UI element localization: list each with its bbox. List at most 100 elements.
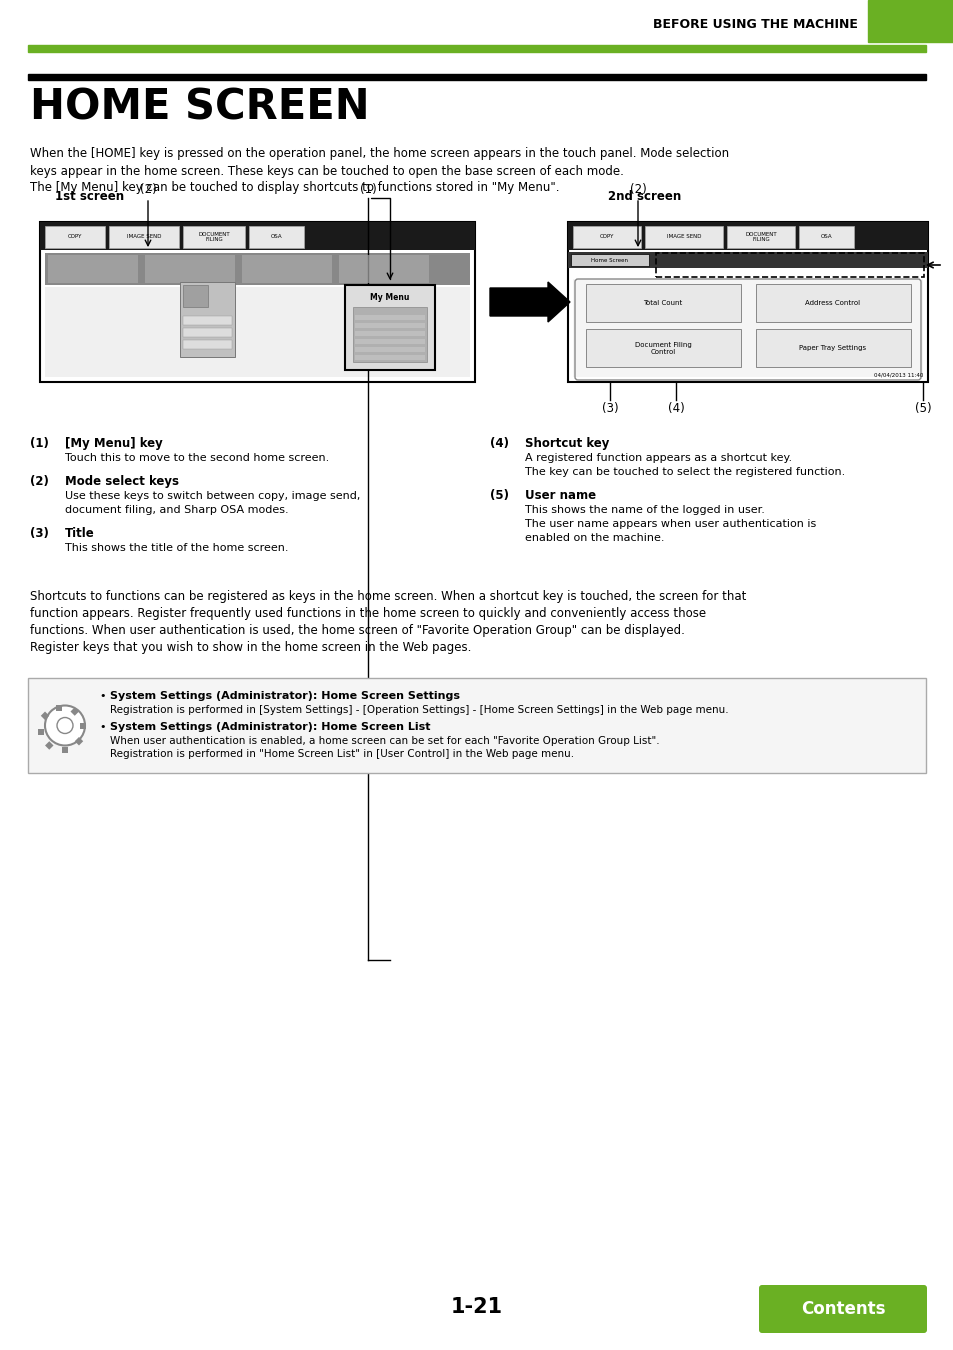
Text: •: • <box>100 722 110 732</box>
Text: The user name appears when user authentication is: The user name appears when user authenti… <box>524 518 816 529</box>
Text: (5): (5) <box>914 402 930 414</box>
Text: Home Screen: Home Screen <box>591 258 628 262</box>
Text: The [My Menu] key can be touched to display shortcuts to functions stored in "My: The [My Menu] key can be touched to disp… <box>30 181 558 194</box>
Bar <box>573 225 640 248</box>
Text: When the [HOME] key is pressed on the operation panel, the home screen appears i: When the [HOME] key is pressed on the op… <box>30 147 728 161</box>
Bar <box>355 323 424 328</box>
Text: Shortcut key: Shortcut key <box>524 437 609 450</box>
Bar <box>48 255 138 284</box>
Text: Title: Title <box>65 526 94 540</box>
Bar <box>726 225 794 248</box>
Text: [My Menu] key: [My Menu] key <box>65 437 163 450</box>
Text: Registration is performed in "Home Screen List" in [User Control] in the Web pag: Registration is performed in "Home Scree… <box>110 749 574 759</box>
Bar <box>109 225 179 248</box>
Text: (4): (4) <box>667 402 683 414</box>
FancyBboxPatch shape <box>759 1285 926 1332</box>
Bar <box>183 316 232 325</box>
Text: DOCUMENT
FILING: DOCUMENT FILING <box>744 232 776 243</box>
Text: System Settings (Administrator): Home Screen List: System Settings (Administrator): Home Sc… <box>110 722 430 732</box>
Bar <box>183 225 245 248</box>
Text: Document Filing
Control: Document Filing Control <box>634 342 691 355</box>
Text: COPY: COPY <box>599 235 614 239</box>
Text: This shows the name of the logged in user.: This shows the name of the logged in use… <box>524 505 764 514</box>
Bar <box>40 221 475 250</box>
Text: 2nd screen: 2nd screen <box>607 190 680 204</box>
Text: COPY: COPY <box>68 235 82 239</box>
Bar <box>867 0 953 42</box>
Text: HOME SCREEN: HOME SCREEN <box>30 86 369 130</box>
Bar <box>567 221 927 250</box>
Bar <box>41 711 50 720</box>
Bar <box>585 329 740 367</box>
Bar <box>567 252 927 269</box>
Bar <box>755 329 910 367</box>
Text: Registration is performed in [System Settings] - [Operation Settings] - [Home Sc: Registration is performed in [System Set… <box>110 705 728 716</box>
Bar <box>28 74 925 80</box>
Bar <box>80 722 86 729</box>
Bar <box>644 225 722 248</box>
Text: When user authentication is enabled, a home screen can be set for each "Favorite: When user authentication is enabled, a h… <box>110 736 659 747</box>
Text: Paper Tray Settings: Paper Tray Settings <box>799 346 865 351</box>
Text: document filing, and Sharp OSA modes.: document filing, and Sharp OSA modes. <box>65 505 289 514</box>
Bar <box>62 747 68 752</box>
Bar <box>345 285 435 370</box>
Text: User name: User name <box>524 489 596 502</box>
Text: The key can be touched to select the registered function.: The key can be touched to select the reg… <box>524 467 844 477</box>
Text: 1st screen: 1st screen <box>55 190 124 204</box>
Bar <box>71 707 79 716</box>
Bar <box>45 288 470 377</box>
Bar <box>28 678 925 774</box>
Text: Mode select keys: Mode select keys <box>65 475 179 487</box>
Text: System Settings (Administrator): Home Screen Settings: System Settings (Administrator): Home Sc… <box>110 691 459 701</box>
Text: Shortcuts to functions can be registered as keys in the home screen. When a shor: Shortcuts to functions can be registered… <box>30 590 745 603</box>
Bar <box>183 340 232 350</box>
Text: Total Count: Total Count <box>642 300 682 306</box>
Text: (1): (1) <box>359 184 376 197</box>
Text: A registered function appears as a shortcut key.: A registered function appears as a short… <box>524 454 791 463</box>
Bar <box>573 279 923 377</box>
Text: Register keys that you wish to show in the home screen in the Web pages.: Register keys that you wish to show in t… <box>30 641 471 653</box>
Text: Touch this to move to the second home screen.: Touch this to move to the second home sc… <box>65 454 329 463</box>
Text: DOCUMENT
FILING: DOCUMENT FILING <box>198 232 230 243</box>
Text: OSA: OSA <box>271 235 282 239</box>
Text: (2): (2) <box>139 184 156 197</box>
Text: My Menu: My Menu <box>370 293 409 301</box>
Bar <box>755 284 910 323</box>
Bar <box>40 221 475 382</box>
Bar <box>585 284 740 323</box>
Text: •: • <box>100 691 110 701</box>
Bar <box>355 347 424 352</box>
Text: IMAGE SEND: IMAGE SEND <box>127 235 161 239</box>
Bar <box>145 255 234 284</box>
Bar <box>656 252 923 277</box>
Bar <box>355 315 424 320</box>
Bar <box>567 221 927 382</box>
FancyArrow shape <box>490 282 569 323</box>
Bar <box>45 252 470 285</box>
Text: (2): (2) <box>30 475 49 487</box>
Text: Address Control: Address Control <box>804 300 860 306</box>
Bar <box>242 255 332 284</box>
Text: enabled on the machine.: enabled on the machine. <box>524 533 664 543</box>
Bar <box>183 285 208 306</box>
Bar <box>74 737 83 745</box>
Bar <box>355 331 424 336</box>
Text: functions. When user authentication is used, the home screen of "Favorite Operat: functions. When user authentication is u… <box>30 624 684 637</box>
Bar <box>45 225 105 248</box>
Bar <box>38 729 44 734</box>
Bar <box>28 45 925 53</box>
Text: OSA: OSA <box>820 235 831 239</box>
Bar <box>338 255 429 284</box>
Text: (3): (3) <box>30 526 49 540</box>
Bar <box>249 225 304 248</box>
Bar <box>180 282 234 356</box>
Text: Contents: Contents <box>800 1300 884 1318</box>
Circle shape <box>45 706 85 745</box>
Bar <box>355 355 424 360</box>
Text: 04/04/2013 11:40: 04/04/2013 11:40 <box>873 373 923 378</box>
Bar <box>353 306 427 362</box>
Circle shape <box>57 717 73 733</box>
Text: 1-21: 1-21 <box>451 1297 502 1318</box>
Text: function appears. Register frequently used functions in the home screen to quick: function appears. Register frequently us… <box>30 608 705 620</box>
Bar <box>45 741 53 749</box>
